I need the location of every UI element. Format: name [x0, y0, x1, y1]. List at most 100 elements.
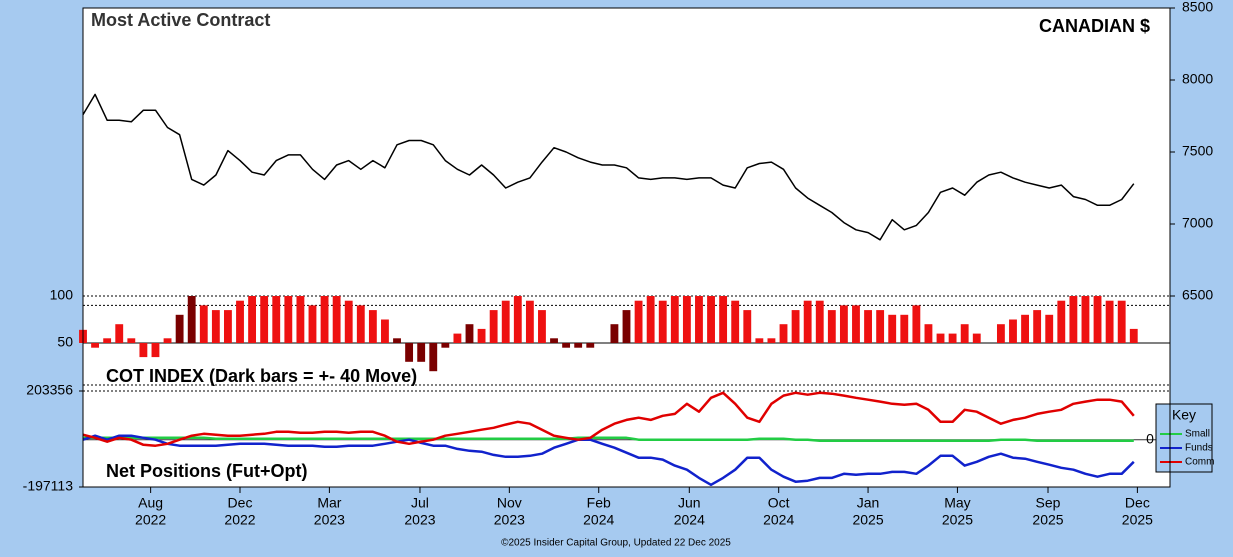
- bar: [296, 296, 305, 343]
- x-tick-label: Sep: [1036, 495, 1061, 511]
- bar: [550, 338, 558, 343]
- bar: [1009, 319, 1017, 343]
- bar: [767, 338, 776, 343]
- bar: [236, 300, 244, 343]
- bar: [211, 310, 220, 343]
- bar: [332, 296, 341, 343]
- bar: [646, 296, 655, 343]
- bar: [1117, 300, 1126, 343]
- bar: [368, 310, 377, 343]
- chart-subtitle: CANADIAN $: [1039, 16, 1150, 36]
- x-tick-label: Dec: [1125, 495, 1150, 511]
- bar: [574, 343, 583, 348]
- bar: [1033, 310, 1042, 343]
- x-tick-label: 2023: [314, 512, 345, 528]
- data-line: [82, 391, 1135, 447]
- data-line: [82, 93, 1135, 241]
- bar: [670, 296, 679, 343]
- plot-border: [82, 7, 1171, 488]
- x-tick-label: Feb: [587, 495, 611, 511]
- x-tick-label: 2024: [583, 512, 614, 528]
- x-tick-label: 2024: [674, 512, 705, 528]
- bar: [791, 310, 800, 343]
- x-tick-label: 2025: [1032, 512, 1063, 528]
- data-line: [82, 434, 1135, 487]
- bar: [525, 300, 534, 343]
- x-tick-label: Jun: [678, 495, 701, 511]
- y-tick-label: 8000: [1182, 71, 1213, 87]
- bar: [139, 343, 148, 358]
- bar: [393, 338, 401, 343]
- chart-title: Most Active Contract: [91, 10, 270, 30]
- x-tick-label: 2024: [763, 512, 794, 528]
- x-tick-label: Dec: [228, 495, 253, 511]
- bar: [417, 343, 426, 362]
- x-tick-label: Aug: [138, 495, 163, 511]
- bar: [936, 333, 945, 343]
- legend-label: Funds: [1185, 443, 1213, 454]
- x-tick-label: Oct: [768, 495, 790, 511]
- x-tick-label: 2025: [1122, 512, 1153, 528]
- bar: [103, 338, 112, 343]
- y-tick-label: 50: [57, 334, 73, 350]
- x-tick-label: 2025: [942, 512, 973, 528]
- bar: [803, 300, 812, 343]
- bar: [972, 333, 981, 343]
- bar: [622, 310, 631, 343]
- bar: [320, 296, 329, 343]
- y-tick-label: 7500: [1182, 143, 1213, 159]
- bar: [91, 343, 100, 348]
- bar: [586, 343, 595, 348]
- bar: [187, 296, 196, 343]
- bar: [163, 338, 172, 343]
- bar: [405, 343, 414, 362]
- y-tick-label: 203356: [26, 382, 73, 398]
- bar: [513, 296, 522, 343]
- x-tick-label: Jul: [411, 495, 429, 511]
- bar: [755, 338, 764, 343]
- bar: [900, 314, 909, 343]
- bar: [1129, 328, 1138, 343]
- bar: [272, 296, 281, 343]
- x-tick-label: 2025: [852, 512, 883, 528]
- y-tick-label: 8500: [1182, 0, 1213, 15]
- x-tick-label: Mar: [317, 495, 341, 511]
- bar: [634, 300, 643, 343]
- data-line: [83, 436, 1134, 442]
- legend-label: Small: [1185, 429, 1210, 440]
- bar: [1045, 314, 1054, 343]
- bar: [562, 343, 571, 348]
- x-tick-label: 2023: [404, 512, 435, 528]
- bar: [115, 324, 124, 343]
- bar: [839, 305, 848, 343]
- y-tick-label: 7000: [1182, 215, 1213, 231]
- bar: [960, 324, 969, 343]
- bar: [888, 314, 897, 343]
- bar: [441, 343, 450, 348]
- bar: [477, 328, 486, 343]
- bar: [127, 338, 136, 343]
- legend-label: Comm: [1185, 457, 1214, 468]
- x-tick-label: Nov: [497, 495, 522, 511]
- bar: [719, 296, 728, 343]
- bar: [996, 324, 1005, 343]
- x-tick-label: Jan: [857, 495, 880, 511]
- bar: [248, 296, 257, 343]
- bar: [707, 296, 715, 343]
- legend-title: Key: [1172, 407, 1196, 423]
- bar: [948, 333, 957, 343]
- bar: [538, 310, 546, 343]
- bar: [1069, 296, 1078, 343]
- bar: [429, 343, 438, 372]
- bar: [501, 300, 510, 343]
- bar: [284, 296, 293, 343]
- bar: [199, 305, 208, 343]
- bar: [779, 324, 788, 343]
- panel-title: COT INDEX (Dark bars = +- 40 Move): [106, 366, 417, 386]
- plot-area: [83, 8, 1170, 487]
- x-tick-label: May: [944, 495, 970, 511]
- bar: [489, 310, 498, 343]
- y-tick-label: 6500: [1182, 287, 1213, 303]
